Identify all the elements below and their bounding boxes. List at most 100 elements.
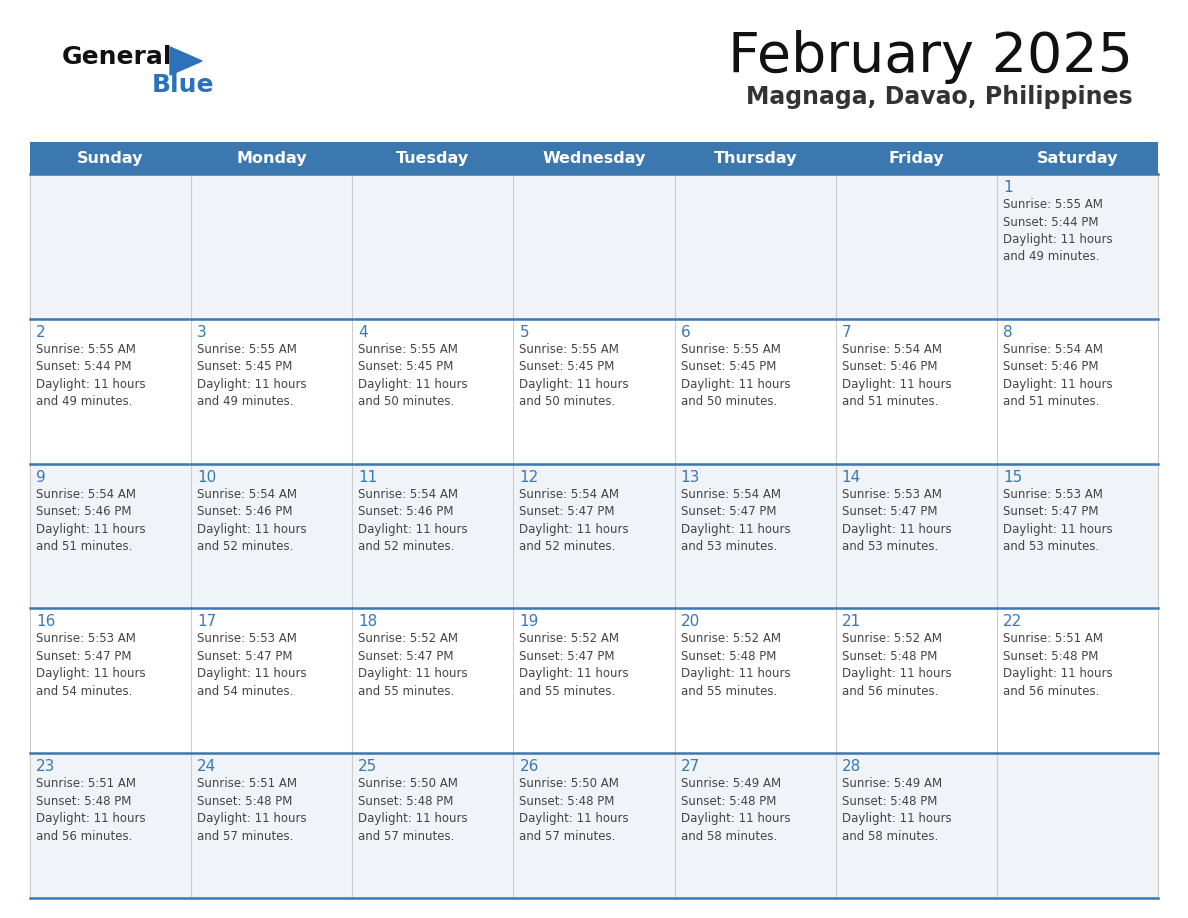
Bar <box>675 464 835 609</box>
Text: Sunrise: 5:54 AM
Sunset: 5:46 PM
Daylight: 11 hours
and 51 minutes.: Sunrise: 5:54 AM Sunset: 5:46 PM Dayligh… <box>1003 342 1112 409</box>
Bar <box>30 319 191 464</box>
Text: Thursday: Thursday <box>713 151 797 165</box>
Text: Monday: Monday <box>236 151 307 165</box>
Bar <box>675 319 835 464</box>
Text: Friday: Friday <box>889 151 944 165</box>
Bar <box>191 174 353 319</box>
Bar <box>997 464 1158 609</box>
Text: 28: 28 <box>842 759 861 774</box>
Text: Sunrise: 5:55 AM
Sunset: 5:45 PM
Daylight: 11 hours
and 50 minutes.: Sunrise: 5:55 AM Sunset: 5:45 PM Dayligh… <box>681 342 790 409</box>
Bar <box>353 174 513 319</box>
Bar <box>513 753 675 898</box>
Text: Sunrise: 5:54 AM
Sunset: 5:47 PM
Daylight: 11 hours
and 52 minutes.: Sunrise: 5:54 AM Sunset: 5:47 PM Dayligh… <box>519 487 630 554</box>
Text: 3: 3 <box>197 325 207 340</box>
Text: 9: 9 <box>36 470 46 485</box>
Text: 14: 14 <box>842 470 861 485</box>
Text: Sunrise: 5:55 AM
Sunset: 5:44 PM
Daylight: 11 hours
and 49 minutes.: Sunrise: 5:55 AM Sunset: 5:44 PM Dayligh… <box>1003 198 1112 263</box>
Text: Sunrise: 5:53 AM
Sunset: 5:47 PM
Daylight: 11 hours
and 53 minutes.: Sunrise: 5:53 AM Sunset: 5:47 PM Dayligh… <box>1003 487 1112 554</box>
Text: February 2025: February 2025 <box>728 30 1133 84</box>
Text: 17: 17 <box>197 614 216 630</box>
Bar <box>30 142 1158 174</box>
Bar <box>30 609 191 753</box>
Text: 18: 18 <box>359 614 378 630</box>
Text: Sunrise: 5:55 AM
Sunset: 5:45 PM
Daylight: 11 hours
and 50 minutes.: Sunrise: 5:55 AM Sunset: 5:45 PM Dayligh… <box>519 342 630 409</box>
Text: 1: 1 <box>1003 180 1012 195</box>
Text: 16: 16 <box>36 614 56 630</box>
Bar <box>191 464 353 609</box>
Bar <box>353 464 513 609</box>
Text: 19: 19 <box>519 614 539 630</box>
Text: Sunrise: 5:54 AM
Sunset: 5:46 PM
Daylight: 11 hours
and 51 minutes.: Sunrise: 5:54 AM Sunset: 5:46 PM Dayligh… <box>842 342 952 409</box>
Text: Blue: Blue <box>152 73 215 97</box>
Text: Sunrise: 5:50 AM
Sunset: 5:48 PM
Daylight: 11 hours
and 57 minutes.: Sunrise: 5:50 AM Sunset: 5:48 PM Dayligh… <box>359 778 468 843</box>
Bar <box>997 174 1158 319</box>
Text: Sunrise: 5:52 AM
Sunset: 5:48 PM
Daylight: 11 hours
and 56 minutes.: Sunrise: 5:52 AM Sunset: 5:48 PM Dayligh… <box>842 633 952 698</box>
Text: Sunrise: 5:52 AM
Sunset: 5:47 PM
Daylight: 11 hours
and 55 minutes.: Sunrise: 5:52 AM Sunset: 5:47 PM Dayligh… <box>359 633 468 698</box>
Text: 24: 24 <box>197 759 216 774</box>
Text: 11: 11 <box>359 470 378 485</box>
Text: Sunday: Sunday <box>77 151 144 165</box>
Text: 12: 12 <box>519 470 538 485</box>
Text: Sunrise: 5:55 AM
Sunset: 5:45 PM
Daylight: 11 hours
and 50 minutes.: Sunrise: 5:55 AM Sunset: 5:45 PM Dayligh… <box>359 342 468 409</box>
Text: Wednesday: Wednesday <box>542 151 646 165</box>
Bar <box>513 464 675 609</box>
Bar <box>675 174 835 319</box>
Text: Sunrise: 5:49 AM
Sunset: 5:48 PM
Daylight: 11 hours
and 58 minutes.: Sunrise: 5:49 AM Sunset: 5:48 PM Dayligh… <box>681 778 790 843</box>
Bar <box>513 174 675 319</box>
Bar <box>353 609 513 753</box>
Bar <box>513 609 675 753</box>
Bar <box>353 753 513 898</box>
Text: 2: 2 <box>36 325 45 340</box>
Text: Sunrise: 5:52 AM
Sunset: 5:48 PM
Daylight: 11 hours
and 55 minutes.: Sunrise: 5:52 AM Sunset: 5:48 PM Dayligh… <box>681 633 790 698</box>
Bar <box>835 464 997 609</box>
Text: Sunrise: 5:55 AM
Sunset: 5:44 PM
Daylight: 11 hours
and 49 minutes.: Sunrise: 5:55 AM Sunset: 5:44 PM Dayligh… <box>36 342 146 409</box>
Bar <box>997 753 1158 898</box>
Text: 27: 27 <box>681 759 700 774</box>
Bar <box>835 174 997 319</box>
Bar <box>835 609 997 753</box>
Text: 20: 20 <box>681 614 700 630</box>
Bar <box>30 464 191 609</box>
Bar <box>513 319 675 464</box>
Text: 5: 5 <box>519 325 529 340</box>
Text: 13: 13 <box>681 470 700 485</box>
Text: Sunrise: 5:49 AM
Sunset: 5:48 PM
Daylight: 11 hours
and 58 minutes.: Sunrise: 5:49 AM Sunset: 5:48 PM Dayligh… <box>842 778 952 843</box>
Text: 15: 15 <box>1003 470 1022 485</box>
Text: 10: 10 <box>197 470 216 485</box>
Text: 25: 25 <box>359 759 378 774</box>
Text: Tuesday: Tuesday <box>397 151 469 165</box>
Text: Sunrise: 5:55 AM
Sunset: 5:45 PM
Daylight: 11 hours
and 49 minutes.: Sunrise: 5:55 AM Sunset: 5:45 PM Dayligh… <box>197 342 307 409</box>
Bar <box>997 319 1158 464</box>
Text: Sunrise: 5:51 AM
Sunset: 5:48 PM
Daylight: 11 hours
and 56 minutes.: Sunrise: 5:51 AM Sunset: 5:48 PM Dayligh… <box>36 778 146 843</box>
Text: Saturday: Saturday <box>1037 151 1118 165</box>
Bar <box>675 609 835 753</box>
Text: Sunrise: 5:54 AM
Sunset: 5:47 PM
Daylight: 11 hours
and 53 minutes.: Sunrise: 5:54 AM Sunset: 5:47 PM Dayligh… <box>681 487 790 554</box>
Text: General: General <box>62 45 172 69</box>
Text: Sunrise: 5:54 AM
Sunset: 5:46 PM
Daylight: 11 hours
and 52 minutes.: Sunrise: 5:54 AM Sunset: 5:46 PM Dayligh… <box>197 487 307 554</box>
Bar <box>191 319 353 464</box>
Text: Sunrise: 5:53 AM
Sunset: 5:47 PM
Daylight: 11 hours
and 54 minutes.: Sunrise: 5:53 AM Sunset: 5:47 PM Dayligh… <box>36 633 146 698</box>
Text: Sunrise: 5:50 AM
Sunset: 5:48 PM
Daylight: 11 hours
and 57 minutes.: Sunrise: 5:50 AM Sunset: 5:48 PM Dayligh… <box>519 778 630 843</box>
Text: 22: 22 <box>1003 614 1022 630</box>
Text: Sunrise: 5:51 AM
Sunset: 5:48 PM
Daylight: 11 hours
and 56 minutes.: Sunrise: 5:51 AM Sunset: 5:48 PM Dayligh… <box>1003 633 1112 698</box>
Bar <box>191 753 353 898</box>
Text: 8: 8 <box>1003 325 1012 340</box>
Bar <box>30 174 191 319</box>
Text: Magnaga, Davao, Philippines: Magnaga, Davao, Philippines <box>746 85 1133 109</box>
Bar <box>30 753 191 898</box>
Polygon shape <box>170 47 202 75</box>
Bar <box>835 319 997 464</box>
Text: 21: 21 <box>842 614 861 630</box>
Bar <box>675 753 835 898</box>
Text: 7: 7 <box>842 325 852 340</box>
Text: 26: 26 <box>519 759 539 774</box>
Text: Sunrise: 5:53 AM
Sunset: 5:47 PM
Daylight: 11 hours
and 53 minutes.: Sunrise: 5:53 AM Sunset: 5:47 PM Dayligh… <box>842 487 952 554</box>
Text: 4: 4 <box>359 325 368 340</box>
Bar <box>353 319 513 464</box>
Text: Sunrise: 5:53 AM
Sunset: 5:47 PM
Daylight: 11 hours
and 54 minutes.: Sunrise: 5:53 AM Sunset: 5:47 PM Dayligh… <box>197 633 307 698</box>
Text: Sunrise: 5:52 AM
Sunset: 5:47 PM
Daylight: 11 hours
and 55 minutes.: Sunrise: 5:52 AM Sunset: 5:47 PM Dayligh… <box>519 633 630 698</box>
Text: Sunrise: 5:51 AM
Sunset: 5:48 PM
Daylight: 11 hours
and 57 minutes.: Sunrise: 5:51 AM Sunset: 5:48 PM Dayligh… <box>197 778 307 843</box>
Bar <box>997 609 1158 753</box>
Text: 6: 6 <box>681 325 690 340</box>
Bar <box>835 753 997 898</box>
